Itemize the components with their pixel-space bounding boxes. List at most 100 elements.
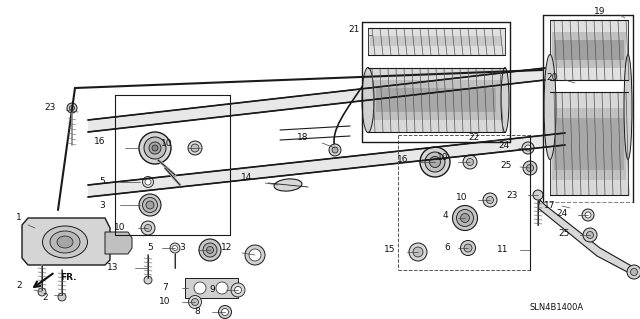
Ellipse shape <box>149 142 161 154</box>
Polygon shape <box>22 218 110 265</box>
Text: 4: 4 <box>442 211 448 219</box>
Ellipse shape <box>452 205 477 231</box>
Polygon shape <box>370 80 502 120</box>
Text: 5: 5 <box>99 177 105 187</box>
Ellipse shape <box>143 197 157 212</box>
Text: 7: 7 <box>163 284 168 293</box>
Ellipse shape <box>483 193 497 207</box>
Ellipse shape <box>429 157 440 167</box>
Ellipse shape <box>139 194 161 216</box>
Ellipse shape <box>464 244 472 252</box>
Polygon shape <box>88 68 545 132</box>
Ellipse shape <box>57 236 73 248</box>
Circle shape <box>194 282 206 294</box>
Text: 13: 13 <box>106 263 118 272</box>
Text: 18: 18 <box>296 133 308 143</box>
Ellipse shape <box>189 295 202 308</box>
Ellipse shape <box>461 241 476 256</box>
Ellipse shape <box>152 145 158 151</box>
Text: 23: 23 <box>45 103 56 113</box>
Ellipse shape <box>586 232 593 239</box>
Ellipse shape <box>413 247 423 257</box>
Ellipse shape <box>231 283 245 297</box>
Ellipse shape <box>42 226 88 258</box>
Polygon shape <box>370 36 502 46</box>
Ellipse shape <box>145 179 151 185</box>
Text: 25: 25 <box>559 228 570 238</box>
Polygon shape <box>376 88 496 112</box>
Text: 20: 20 <box>547 73 558 83</box>
Text: 3: 3 <box>179 243 185 253</box>
Polygon shape <box>552 108 626 180</box>
Text: 12: 12 <box>221 243 232 253</box>
Polygon shape <box>88 133 565 197</box>
Ellipse shape <box>420 147 450 177</box>
Text: 24: 24 <box>499 140 510 150</box>
Polygon shape <box>185 278 238 298</box>
Ellipse shape <box>522 142 534 154</box>
Ellipse shape <box>523 161 537 175</box>
Text: 3: 3 <box>99 201 105 210</box>
Text: 11: 11 <box>497 246 508 255</box>
Circle shape <box>216 282 228 294</box>
Ellipse shape <box>143 176 154 188</box>
Ellipse shape <box>456 210 474 226</box>
Text: 16: 16 <box>93 137 105 146</box>
Ellipse shape <box>191 144 199 152</box>
Ellipse shape <box>203 243 217 257</box>
Text: 10: 10 <box>159 298 170 307</box>
Ellipse shape <box>141 221 155 235</box>
Ellipse shape <box>583 228 597 242</box>
Text: 10: 10 <box>436 153 448 162</box>
Ellipse shape <box>533 190 543 200</box>
Text: 19: 19 <box>593 8 605 17</box>
Ellipse shape <box>234 286 241 293</box>
Ellipse shape <box>145 225 152 232</box>
Text: 10: 10 <box>113 224 125 233</box>
Ellipse shape <box>585 212 591 218</box>
Text: 16: 16 <box>397 155 408 165</box>
Text: 2: 2 <box>42 293 48 302</box>
Ellipse shape <box>425 152 445 172</box>
Text: 1: 1 <box>16 213 22 222</box>
Text: 21: 21 <box>349 26 360 34</box>
Text: 24: 24 <box>557 209 568 218</box>
Ellipse shape <box>332 147 338 153</box>
Ellipse shape <box>146 201 154 209</box>
Polygon shape <box>550 92 628 195</box>
Ellipse shape <box>191 299 198 306</box>
Text: 10: 10 <box>456 194 467 203</box>
Polygon shape <box>105 232 132 254</box>
Ellipse shape <box>67 103 77 113</box>
Polygon shape <box>550 20 628 80</box>
Text: 5: 5 <box>147 243 153 253</box>
Ellipse shape <box>38 288 46 296</box>
Ellipse shape <box>582 209 594 221</box>
Ellipse shape <box>58 293 66 301</box>
Ellipse shape <box>173 246 177 250</box>
Ellipse shape <box>501 68 509 132</box>
Ellipse shape <box>329 144 341 156</box>
Text: 9: 9 <box>209 286 215 294</box>
Text: 23: 23 <box>507 190 518 199</box>
Text: 14: 14 <box>241 174 252 182</box>
Polygon shape <box>554 40 624 60</box>
Ellipse shape <box>221 308 228 315</box>
Ellipse shape <box>544 55 556 160</box>
Ellipse shape <box>50 231 80 253</box>
Polygon shape <box>368 68 505 132</box>
Ellipse shape <box>630 269 637 276</box>
Ellipse shape <box>362 68 374 132</box>
Text: 6: 6 <box>444 243 450 253</box>
Ellipse shape <box>70 106 74 110</box>
Text: 15: 15 <box>383 246 395 255</box>
Text: 2: 2 <box>17 280 22 290</box>
Text: 8: 8 <box>195 308 200 316</box>
Text: 25: 25 <box>500 160 512 169</box>
Ellipse shape <box>144 276 152 284</box>
Ellipse shape <box>218 306 232 318</box>
Ellipse shape <box>624 55 632 160</box>
Text: 22: 22 <box>468 133 480 143</box>
Ellipse shape <box>144 137 166 159</box>
Ellipse shape <box>463 155 477 169</box>
